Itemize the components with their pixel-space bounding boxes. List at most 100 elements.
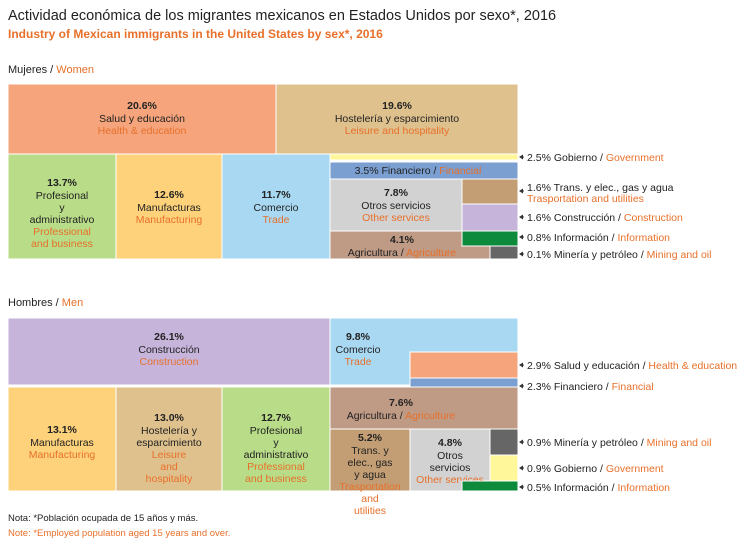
callout-arrow <box>519 484 523 490</box>
value-label: 13.7% <box>47 177 77 189</box>
value-label: 12.7% <box>261 412 291 424</box>
block-health-education <box>7 83 277 155</box>
value-label: 26.1% <box>154 331 184 343</box>
block-health-education <box>409 351 519 379</box>
category-label-es: Trans. y <box>351 445 389 457</box>
callout-arrow <box>519 214 523 220</box>
callout-arrow <box>519 362 523 368</box>
category-label-en: Professional <box>33 226 91 238</box>
category-label-es: Construcción <box>138 344 199 356</box>
value-label: 4.8% <box>438 437 463 449</box>
category-label-en: and <box>361 493 379 505</box>
block-information <box>461 480 519 492</box>
block-trasportation-and-utilities <box>329 428 411 492</box>
value-label: 5.2% <box>358 432 383 444</box>
value-label: 12.6% <box>154 189 184 201</box>
category-label-en: Trade <box>344 356 371 368</box>
callout-label-government: 2.5% Gobierno / Government <box>527 152 664 164</box>
value-label: 7.6% <box>389 397 414 409</box>
block-agriculture <box>329 386 519 430</box>
value-label: 4.1% <box>390 234 415 246</box>
category-label-en: Trasportation <box>339 481 401 493</box>
value-label: 11.7% <box>261 189 291 201</box>
band-label: 3.5% Financiero / Financial <box>355 165 482 177</box>
callout-arrow <box>519 465 523 471</box>
value-label: 19.6% <box>382 100 412 112</box>
callout-arrow <box>519 251 523 257</box>
callout-arrow <box>519 383 523 389</box>
category-label-en: Construction <box>140 356 199 368</box>
callout-label-construction: 1.6% Construcción / Construction <box>527 212 683 224</box>
block-trasportation-and-utilities <box>461 178 519 205</box>
callout-label-information: 0.8% Información / Information <box>527 232 670 244</box>
category-label-en: and business <box>245 473 307 485</box>
callout-arrow <box>519 439 523 445</box>
block-manufacturing <box>7 386 117 492</box>
category-label-es: Profesional <box>250 425 303 437</box>
block-trade <box>221 153 331 260</box>
category-label-es: Comercio <box>254 202 299 214</box>
note-spanish: Nota: *Población ocupada de 15 años y má… <box>8 513 199 524</box>
block-manufacturing <box>115 153 223 260</box>
block-construction <box>461 203 519 232</box>
category-label-es: y <box>273 437 279 449</box>
block-leisure-and-hospitality <box>115 386 223 492</box>
category-label-en: Other services <box>362 212 430 224</box>
category-label-es: servicios <box>430 462 471 474</box>
category-label-es: Hostelería y <box>141 425 198 437</box>
category-label-en: Health & education <box>98 125 187 137</box>
category-label: Agricultura / Agriculture <box>348 247 457 259</box>
category-label-es: Profesional <box>36 190 89 202</box>
block-professional-and-business <box>221 386 331 492</box>
category-label-es: Hostelería y esparcimiento <box>335 113 459 125</box>
category-label-en: Manufacturing <box>136 214 203 226</box>
value-label: 13.0% <box>154 412 184 424</box>
value-label: 9.8% <box>346 331 371 343</box>
callout-arrow <box>519 234 523 240</box>
block-mining-and-oil <box>489 245 519 260</box>
block-other-services <box>329 178 463 232</box>
category-label-es: administrativo <box>30 214 95 226</box>
callout-label-mining-and-oil: 0.9% Minería y petróleo / Mining and oil <box>527 437 711 449</box>
block-information <box>461 230 519 247</box>
category-label-en: Trade <box>262 214 289 226</box>
callout-label-financial: 2.3% Financiero / Financial <box>527 381 654 393</box>
category-label-es: administrativo <box>244 449 309 461</box>
block-professional-and-business <box>7 153 117 260</box>
category-label-en: Leisure <box>152 449 187 461</box>
note-english: Note: *Employed population aged 15 years… <box>8 528 231 539</box>
category-label-en: Professional <box>247 461 305 473</box>
value-label: 13.1% <box>47 424 77 436</box>
category-label-en: utilities <box>354 505 386 517</box>
callout-label-government: 0.9% Gobierno / Government <box>527 463 664 475</box>
block-government <box>489 454 519 482</box>
women-section-label: Mujeres / Women <box>8 64 94 76</box>
callout-label-mining-and-oil: 0.1% Minería y petróleo / Mining and oil <box>527 249 711 261</box>
category-label: Agricultura / Agriculture <box>347 410 456 422</box>
block-mining-and-oil <box>489 428 519 456</box>
callout-label-trasportation-and-utilities: 1.6% Trans. y elec., gas y agua Trasporta… <box>527 182 674 205</box>
chart-subtitle: Industry of Mexican immigrants in the Un… <box>8 27 383 41</box>
block-leisure-and-hospitality <box>275 83 519 155</box>
category-label-en: Manufacturing <box>29 449 96 461</box>
callout-arrow <box>519 188 523 194</box>
category-label-es: y <box>59 202 65 214</box>
callout-arrow <box>519 154 523 160</box>
category-label-en: and <box>160 461 178 473</box>
category-label-es: Salud y educación <box>99 113 185 125</box>
category-label-es: Otros servicios <box>361 200 430 212</box>
category-label-es: y agua <box>354 469 386 481</box>
chart-title: Actividad económica de los migrantes mex… <box>8 8 557 24</box>
value-label: 7.8% <box>384 187 409 199</box>
category-label-en: Leisure and hospitality <box>345 125 450 137</box>
category-label-es: Otros <box>437 450 463 462</box>
category-label-es: Manufacturas <box>137 202 201 214</box>
category-label-es: esparcimiento <box>136 437 202 449</box>
callout-label-health-education: 2.9% Salud y educación / Health & educat… <box>527 360 737 372</box>
men-section-label: Hombres / Men <box>8 297 84 309</box>
category-label-en: and business <box>31 238 93 250</box>
block-construction <box>7 317 331 386</box>
